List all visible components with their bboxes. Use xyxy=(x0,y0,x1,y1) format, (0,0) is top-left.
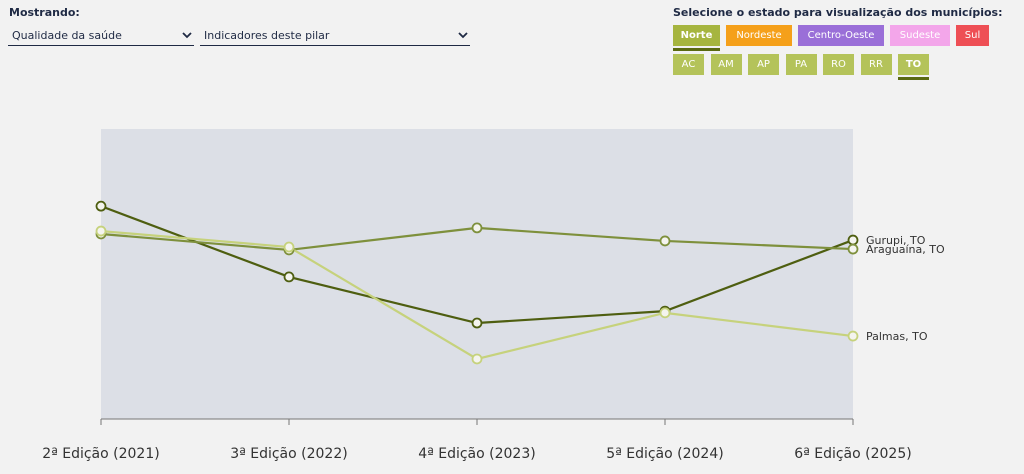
point xyxy=(847,243,859,255)
state-button[interactable]: PA xyxy=(785,54,817,75)
chevron xyxy=(458,32,468,39)
point xyxy=(659,307,671,319)
point xyxy=(95,200,107,212)
region-button[interactable]: Sul xyxy=(956,25,989,46)
point xyxy=(283,271,295,283)
region-button[interactable]: Norte xyxy=(673,25,720,51)
dropdown[interactable]: Qualidade da saúde xyxy=(8,26,194,46)
region-button[interactable]: Centro-Oeste xyxy=(798,25,884,46)
state-button[interactable]: AM xyxy=(710,54,742,75)
series-label: Palmas, TO xyxy=(866,330,928,343)
region-button[interactable]: Nordeste xyxy=(726,25,792,46)
series-label: Gurupi, TO xyxy=(866,234,926,247)
state-button[interactable]: RO xyxy=(823,54,854,75)
state-button[interactable]: RR xyxy=(860,54,892,75)
x-tick-label: 3ª Edição (2022) xyxy=(230,446,347,462)
point xyxy=(471,222,483,234)
state-button[interactable]: AP xyxy=(748,54,779,75)
dropdown[interactable]: Indicadores deste pilar xyxy=(200,26,470,46)
showing-label: Mostrando: xyxy=(9,6,80,19)
chevron xyxy=(182,32,192,39)
point xyxy=(471,317,483,329)
state-button[interactable]: TO xyxy=(898,54,929,80)
point xyxy=(471,353,483,365)
x-tick-label: 5ª Edição (2024) xyxy=(606,446,723,462)
point xyxy=(847,234,859,246)
state-prompt: Selecione o estado para visualização dos… xyxy=(673,6,1003,19)
region-button[interactable]: Sudeste xyxy=(890,25,950,46)
x-tick-label: 6ª Edição (2025) xyxy=(794,446,911,462)
point xyxy=(95,225,107,237)
point xyxy=(283,241,295,253)
state-button[interactable]: AC xyxy=(673,54,704,75)
x-tick-label: 2ª Edição (2021) xyxy=(42,446,159,462)
x-tick-label: 4ª Edição (2023) xyxy=(418,446,535,462)
plot-area xyxy=(101,129,853,419)
series-label: Araguaína, TO xyxy=(866,243,945,256)
point xyxy=(659,235,671,247)
point xyxy=(847,330,859,342)
